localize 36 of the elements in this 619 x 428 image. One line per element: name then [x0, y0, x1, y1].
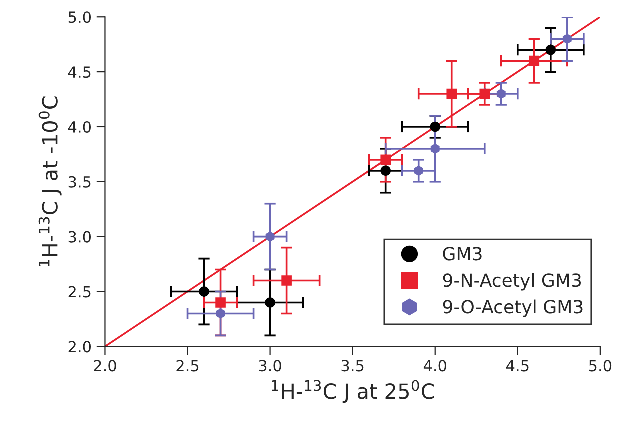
y-tick-label: 2.0	[68, 341, 92, 353]
point	[282, 276, 292, 286]
point	[380, 154, 391, 166]
y-tick-label: 2.5	[68, 286, 91, 298]
y-axis-title: $^{1}$H-$^{13}$C J at -10$^{0}$C	[38, 96, 62, 266]
point	[529, 56, 540, 66]
y-tick-label: 4.0	[68, 121, 92, 133]
x-axis-title: $^{1}$H-$^{13}$C J at 25$^{0}$C	[272, 380, 434, 404]
point	[265, 298, 276, 308]
point	[216, 298, 226, 308]
x-tick-label: 2.0	[94, 360, 116, 372]
y-tick-label: 4.5	[68, 66, 91, 78]
point	[546, 44, 556, 56]
legend-label: GM3	[443, 247, 482, 261]
x-tick-label: 4.0	[424, 360, 446, 372]
legend-label: 9-O-Acetyl GM3	[443, 300, 583, 318]
y-tick-label: 3.0	[68, 231, 92, 243]
point	[380, 166, 391, 176]
point	[480, 88, 490, 100]
x-tick-label: 4.5	[506, 360, 529, 372]
point	[266, 232, 275, 242]
point	[216, 308, 226, 319]
y-tick-label: 3.5	[68, 176, 91, 188]
point	[199, 286, 210, 297]
x-tick-label: 3.5	[342, 360, 364, 372]
x-tick-label: 3.0	[259, 360, 282, 372]
point	[562, 34, 572, 44]
point	[430, 144, 440, 154]
point	[446, 88, 458, 100]
x-tick-label: 2.5	[176, 360, 199, 372]
point	[414, 166, 424, 176]
y-tick-label: 5.0	[68, 12, 92, 24]
point	[496, 88, 506, 100]
legend-label: 9-N-Acetyl GM3	[443, 273, 582, 291]
point	[430, 122, 441, 132]
x-tick-label: 5.0	[589, 360, 612, 372]
